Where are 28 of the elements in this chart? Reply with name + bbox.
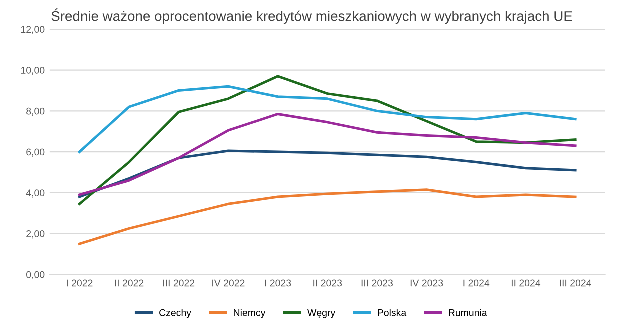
line-series: [78, 112, 577, 196]
x-tick-label: I 2022: [67, 280, 93, 287]
legend-label: Rumunia: [449, 309, 488, 316]
y-tick-label: 12,00: [21, 26, 45, 34]
y-tick-label: 6,00: [26, 148, 45, 157]
x-tick-label: II 2023: [314, 280, 342, 287]
x-tick-label: II 2022: [115, 280, 144, 287]
y-tick-label: 2,00: [26, 230, 45, 239]
x-tick-label: III 2023: [362, 280, 393, 287]
line-series: [78, 85, 577, 154]
x-tick-label: IV 2022: [212, 280, 245, 287]
line-series: [78, 188, 577, 246]
legend-label: Niemcy: [234, 309, 266, 318]
x-tick-label: IV 2023: [410, 280, 444, 287]
legend-label: Polska: [378, 309, 407, 316]
y-tick-label: 8,00: [26, 108, 45, 116]
chart-title: Średnie ważone oprocentowanie kredytów mieszkaniowych w wybranych krajach UE: [52, 8, 572, 24]
y-tick-label: 0,00: [26, 271, 45, 280]
x-tick-label: II 2024: [512, 280, 541, 287]
x-tick-label: III 2022: [164, 280, 195, 287]
x-tick-label: I 2024: [464, 280, 490, 287]
legend-label: Czechy: [160, 309, 192, 318]
legend-label: Węgry: [308, 310, 336, 318]
y-tick-label: 10,00: [21, 67, 45, 76]
line-series: [78, 75, 577, 206]
x-tick-label: III 2024: [560, 280, 592, 287]
x-tick-label: I 2023: [265, 280, 292, 287]
y-tick-label: 4,00: [26, 190, 45, 198]
